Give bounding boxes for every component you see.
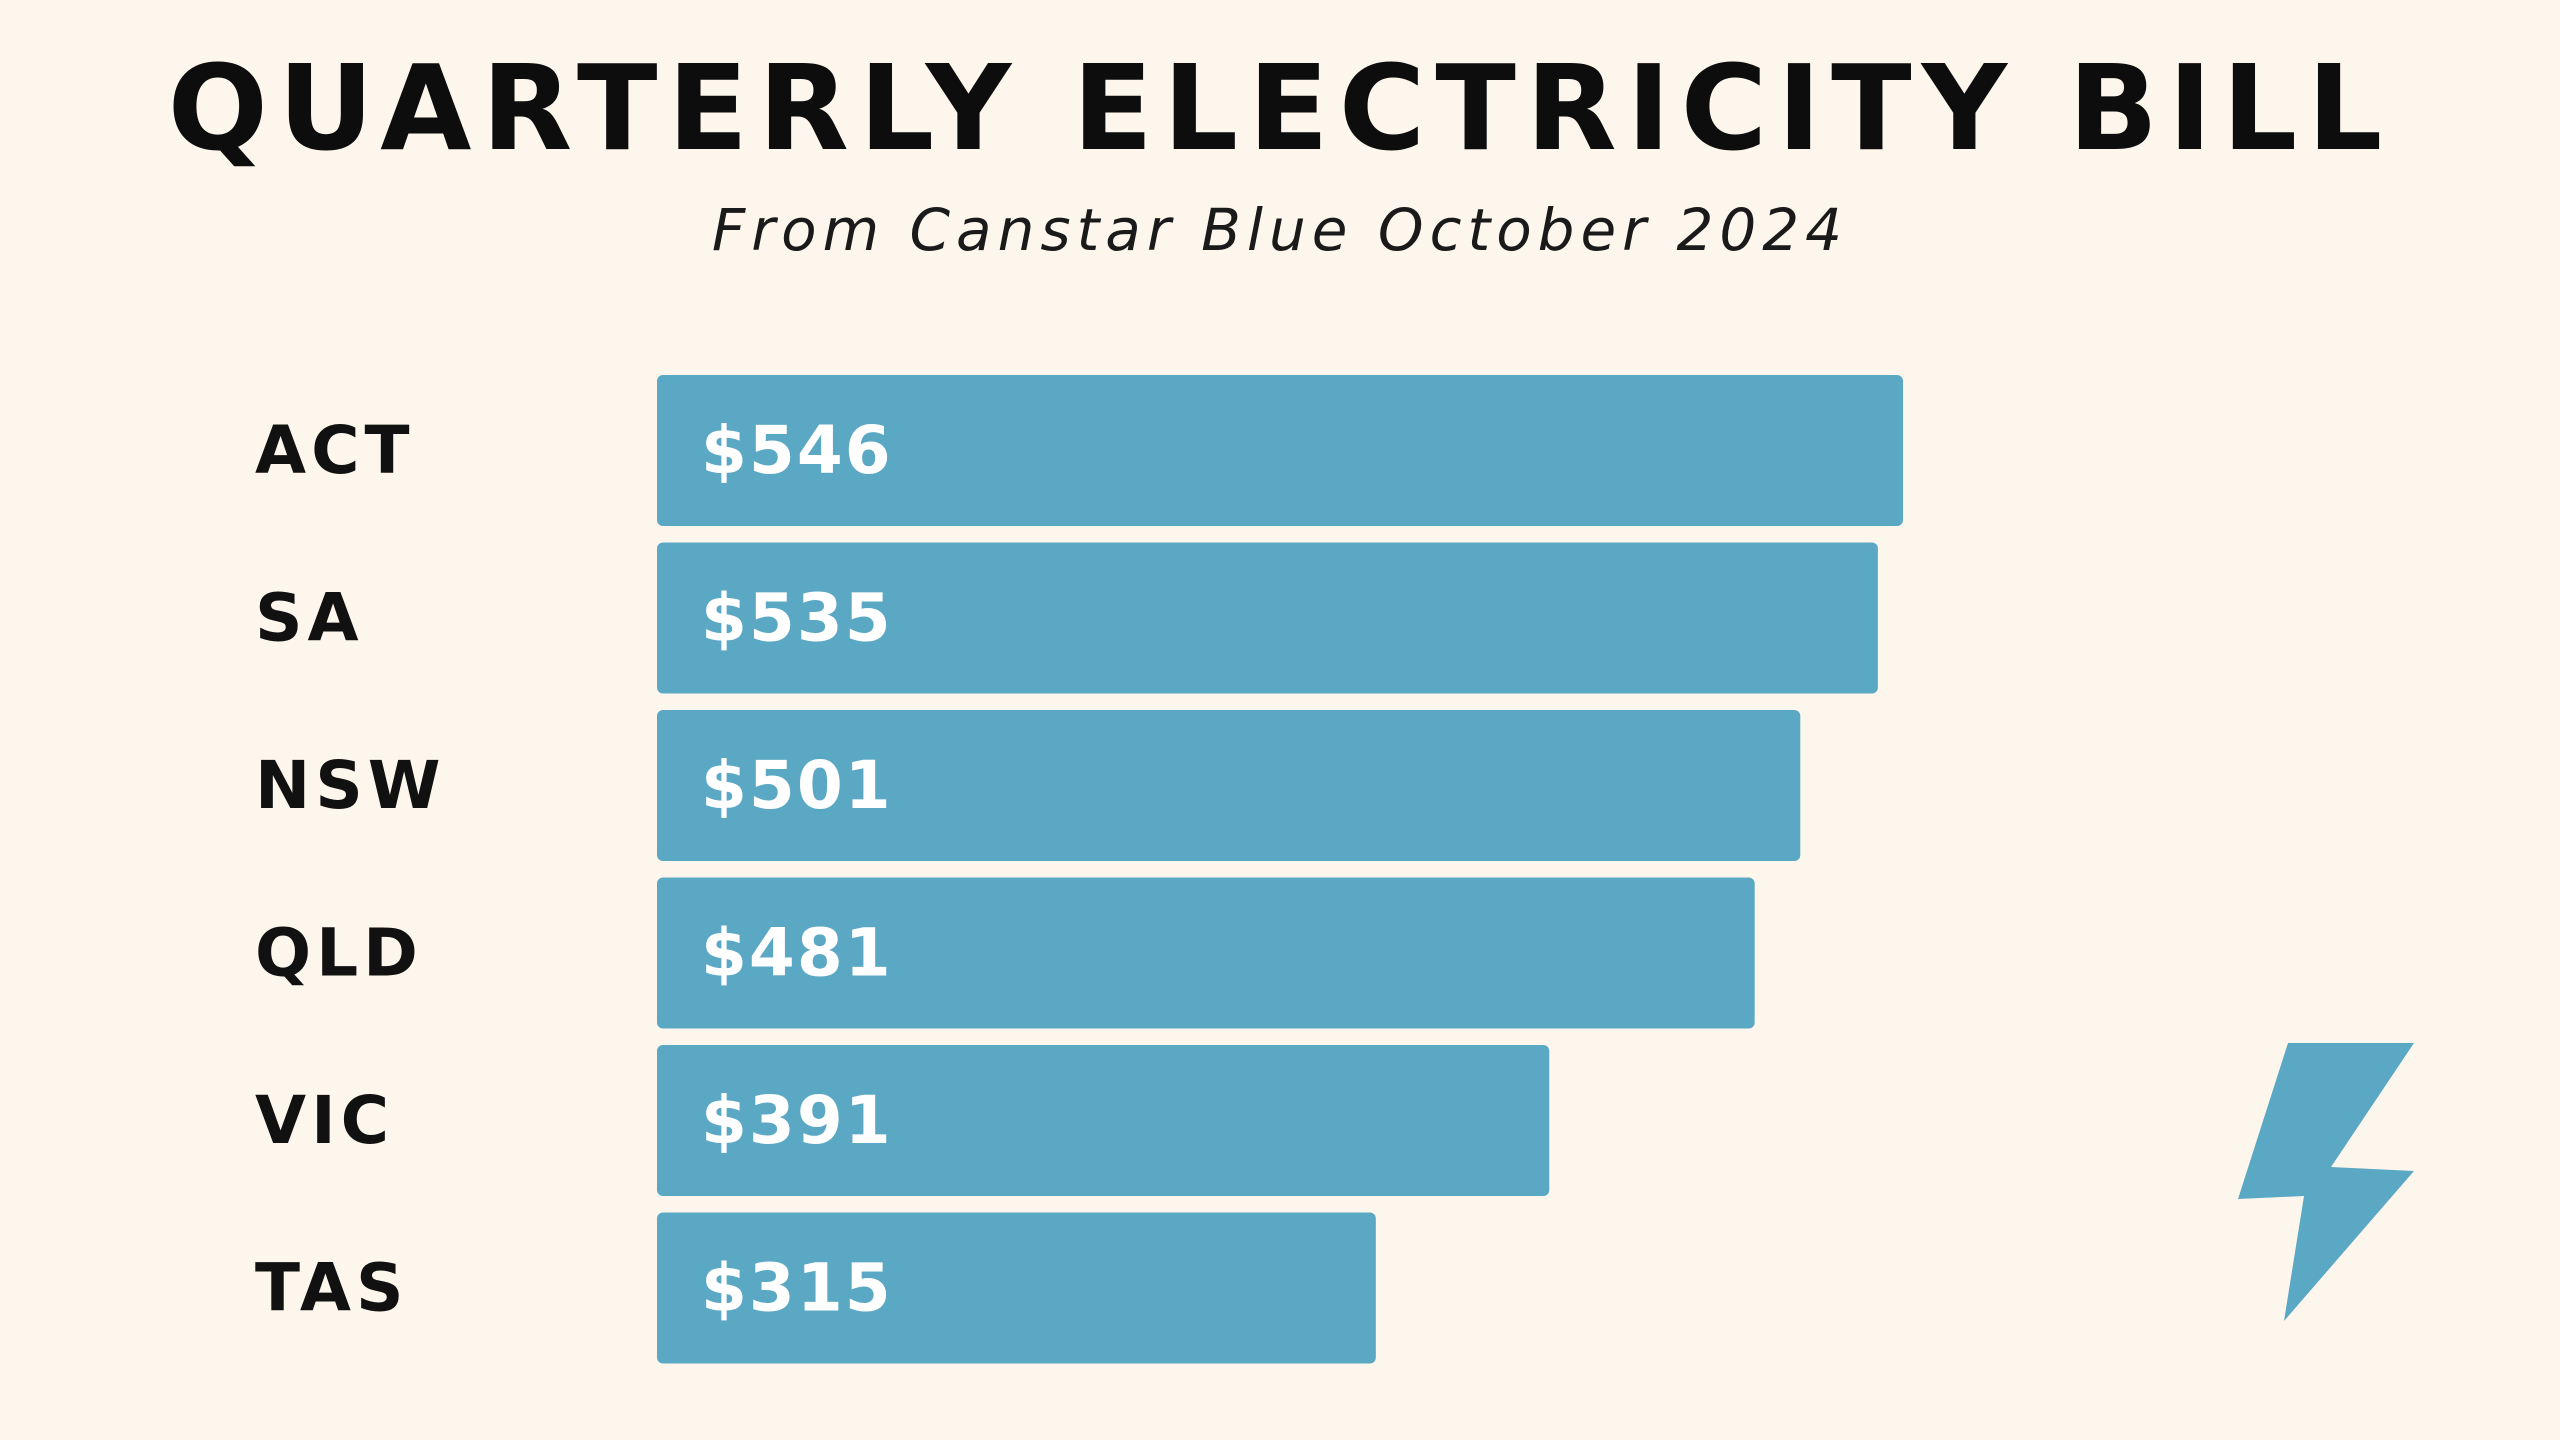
category-label-nsw: NSW bbox=[255, 747, 446, 824]
category-label-vic: VIC bbox=[255, 1082, 394, 1159]
value-label-act: $546 bbox=[701, 412, 893, 489]
category-label-act: ACT bbox=[255, 412, 415, 489]
value-label-sa: $535 bbox=[701, 580, 893, 657]
category-label-tas: TAS bbox=[255, 1250, 409, 1327]
lightning-bolt-icon bbox=[2238, 1043, 2414, 1321]
value-label-tas: $315 bbox=[701, 1250, 893, 1327]
bar-act bbox=[657, 375, 1903, 526]
chart-subtitle: From Canstar Blue October 2024 bbox=[711, 196, 1849, 264]
value-label-vic: $391 bbox=[701, 1082, 893, 1159]
bar-nsw bbox=[657, 710, 1801, 861]
bar-tas bbox=[657, 1212, 1376, 1364]
value-label-nsw: $501 bbox=[701, 747, 893, 824]
bar-sa bbox=[657, 542, 1878, 694]
bar-qld bbox=[657, 877, 1755, 1029]
category-label-sa: SA bbox=[255, 580, 364, 657]
value-label-qld: $481 bbox=[701, 915, 893, 992]
chart-title: QUARTERLY ELECTRICITY BILL bbox=[167, 39, 2393, 177]
bar-vic bbox=[657, 1045, 1550, 1196]
category-label-qld: QLD bbox=[255, 915, 423, 992]
